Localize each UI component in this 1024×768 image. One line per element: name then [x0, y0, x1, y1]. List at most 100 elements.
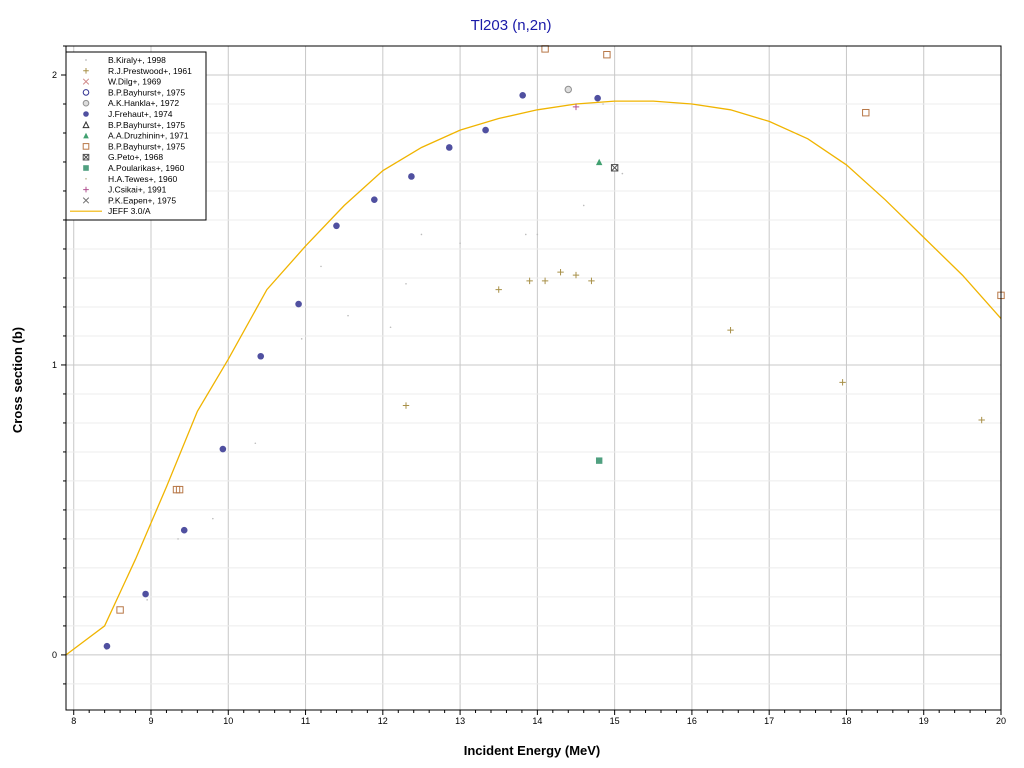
data-point	[300, 338, 303, 340]
data-point	[175, 485, 184, 494]
data-point	[405, 282, 407, 285]
legend-label: A.A.Druzhinin+, 1971	[108, 131, 189, 141]
legend-marker-cross	[82, 154, 90, 161]
data-point	[420, 233, 423, 236]
legend-label: J.Frehaut+, 1974	[108, 109, 173, 119]
data-point	[978, 416, 985, 424]
y-tick-label: 2	[52, 70, 57, 80]
x-tick-label: 12	[378, 716, 388, 726]
chart-title: Tl203 (n,2n)	[471, 17, 552, 34]
legend-label: G.Peto+, 1968	[108, 152, 163, 162]
data-point	[459, 242, 461, 244]
data-point	[116, 606, 124, 614]
x-tick-label: 11	[301, 716, 310, 726]
legend-marker	[83, 132, 89, 139]
data-point	[180, 526, 188, 534]
legend-marker	[82, 120, 90, 129]
data-point	[595, 158, 603, 166]
data-point	[602, 103, 604, 105]
legend-marker	[83, 111, 89, 117]
data-point	[621, 172, 624, 175]
data-point	[588, 277, 595, 285]
data-point	[594, 94, 601, 102]
legend-marker	[83, 68, 89, 74]
evaluation-curve	[65, 100, 1002, 656]
data-point	[495, 286, 502, 293]
x-tick-label: 16	[687, 716, 697, 726]
data-point-cross	[611, 164, 619, 172]
legend-label: B.P.Bayhurst+, 1975	[108, 141, 185, 151]
data-point	[582, 204, 585, 207]
legend-label: W.Dilg+, 1969	[108, 77, 161, 87]
data-point	[526, 277, 533, 285]
data-point	[389, 326, 392, 329]
data-point	[257, 352, 265, 360]
x-tick-label: 9	[148, 716, 153, 726]
data-point	[333, 222, 340, 230]
data-point	[142, 590, 149, 598]
data-point	[219, 445, 227, 453]
data-point	[541, 277, 549, 285]
legend-label: B.P.Bayhurst+, 1975	[108, 87, 185, 97]
data-point	[595, 457, 603, 464]
data-point	[862, 108, 870, 117]
legend-box	[65, 51, 207, 221]
legend-label: A.K.Hankla+, 1972	[108, 98, 179, 108]
legend-label: H.A.Tewes+, 1960	[108, 174, 177, 184]
data-point	[536, 233, 539, 236]
data-point	[445, 144, 453, 151]
data-point	[727, 326, 734, 334]
data-point	[103, 642, 111, 650]
y-tick-label: 1	[52, 360, 57, 370]
x-tick-label: 17	[764, 716, 774, 726]
x-tick-label: 13	[455, 716, 465, 726]
data-point	[482, 126, 489, 134]
data-point	[347, 314, 349, 317]
data-point	[146, 599, 148, 601]
y-axis-label: Cross section (b)	[10, 327, 25, 433]
data-point	[320, 265, 322, 268]
legend-marker	[82, 197, 90, 204]
legend-label: A.Poularikas+, 1960	[108, 163, 185, 173]
x-tick-label: 8	[71, 716, 76, 726]
legend-label: B.P.Bayhurst+, 1975	[108, 120, 185, 130]
legend-marker	[83, 186, 89, 193]
x-tick-label: 19	[919, 716, 929, 726]
data-point	[839, 379, 846, 386]
plot-area-border	[65, 45, 1002, 711]
data-point	[371, 196, 378, 203]
x-tick-label: 15	[610, 716, 620, 726]
data-point	[177, 538, 179, 540]
legend-marker	[82, 99, 90, 107]
legend-marker	[85, 59, 87, 61]
legend-marker	[82, 89, 90, 96]
data-point	[572, 271, 580, 279]
legend-label: B.Kiraly+, 1998	[108, 55, 166, 65]
data-point	[603, 50, 611, 59]
data-point	[557, 268, 564, 276]
data-point	[254, 442, 257, 445]
legend-marker	[82, 143, 90, 150]
data-point	[524, 233, 527, 236]
y-tick-label: 0	[52, 650, 57, 660]
legend-label: JEFF 3.0/A	[108, 206, 151, 216]
x-tick-label: 10	[223, 716, 233, 726]
data-point	[564, 85, 572, 94]
x-axis-label: Incident Energy (MeV)	[464, 743, 601, 758]
x-tick-label: 20	[996, 716, 1006, 726]
data-point	[408, 173, 415, 180]
data-point	[212, 517, 214, 520]
data-point	[295, 300, 302, 308]
legend-marker	[82, 78, 90, 85]
legend-marker	[83, 165, 89, 171]
legend-marker	[85, 177, 87, 180]
x-tick-label: 14	[532, 716, 542, 726]
legend-label: J.Csikai+, 1991	[108, 185, 167, 195]
data-point	[572, 103, 580, 111]
legend-label: P.K.Eapen+, 1975	[108, 195, 176, 205]
data-point	[402, 402, 410, 409]
curve-layer	[65, 100, 1002, 656]
